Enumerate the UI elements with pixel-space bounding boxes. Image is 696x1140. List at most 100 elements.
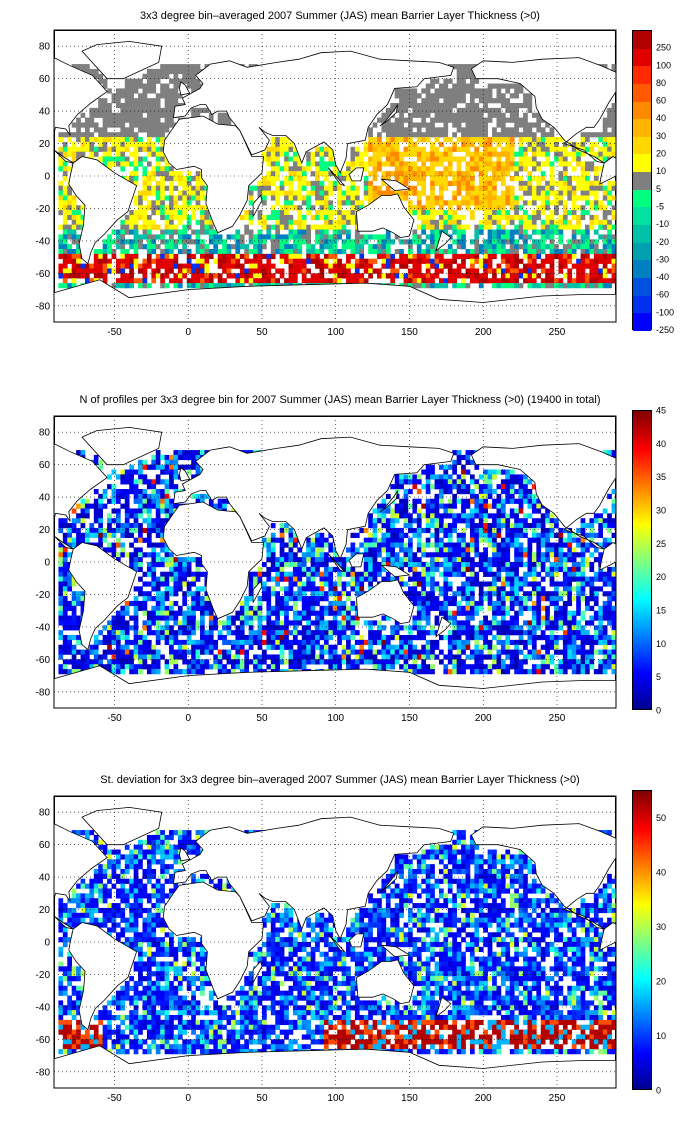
bin-cell [332,547,338,553]
bin-cell [469,523,475,529]
bin-cell [452,103,457,109]
bin-cell [288,229,294,235]
bin-cell [310,552,316,558]
bin-cell [151,103,157,109]
bin-cell [478,518,484,524]
bin-cell [416,591,422,597]
bin-cell [297,253,303,260]
bin-cell [469,479,475,485]
bin-cell [248,214,254,221]
bin-cell [155,200,161,206]
bin-cell [412,253,418,260]
bin-cell [394,503,400,509]
bin-cell [518,234,524,240]
bin-cell [589,278,595,284]
bin-cell [111,112,117,118]
bin-cell [107,137,112,143]
bin-cell [275,214,280,221]
bin-cell [297,249,303,255]
bin-cell [434,195,440,201]
bin-cell [452,523,457,529]
bin-cell [514,268,519,274]
y-tick-label: -80 [36,301,51,312]
bin-cell [430,503,435,509]
bin-cell [434,518,440,524]
bin-cell [461,258,466,264]
bin-cell [177,210,183,216]
bin-cell [496,200,502,206]
bin-cell [483,469,488,475]
bin-cell [58,283,64,289]
bin-cell [129,542,134,548]
bin-cell [527,498,533,504]
bin-cell [580,234,586,240]
bin-cell [505,146,511,152]
bin-cell [67,273,73,279]
bin-cell [492,132,497,138]
bin-cell [270,161,276,167]
bin-cell [160,88,165,94]
bin-cell [58,273,64,279]
bin-cell [266,566,272,573]
bin-cell [93,146,99,152]
bin-cell [447,263,453,269]
bin-cell [438,83,444,89]
bin-cell [142,141,148,148]
bin-cell [430,566,435,573]
bin-cell [195,493,201,500]
bin-cell [540,219,546,225]
bin-cell [301,171,307,177]
bin-cell [500,552,506,558]
bin-cell [160,146,165,152]
bin-cell [421,219,427,225]
bin-cell [496,547,502,553]
bin-cell [598,273,604,279]
bin-cell [456,234,462,240]
bin-cell [487,93,493,99]
bin-cell [359,571,365,577]
bin-cell [354,161,360,167]
bin-cell [434,253,440,260]
bin-cell [142,122,148,128]
bin-cell [62,253,68,260]
bin-cell [84,278,90,284]
bin-cell [514,518,519,524]
bin-cell [359,263,365,269]
bin-cell [540,283,546,289]
bin-cell [138,141,143,148]
bin-cell [222,117,227,123]
bin-cell [447,474,453,480]
bin-cell [84,64,90,70]
bin-cell [478,474,484,480]
bin-cell [500,200,506,206]
bin-cell [390,127,396,133]
bin-cell [363,566,369,573]
bin-cell [536,283,542,289]
bin-cell [155,454,161,461]
bin-cell [279,210,285,216]
bin-cell [306,537,311,543]
bin-cell [487,586,493,592]
bin-cell [284,210,289,216]
bin-cell [607,200,612,206]
bin-cell [111,239,117,245]
bin-cell [421,224,427,230]
bin-cell [421,151,427,157]
bin-cell [102,244,108,250]
bin-cell [469,581,475,587]
colorbar-label: -250 [656,325,674,335]
bin-cell [76,258,81,264]
bin-cell [514,591,519,597]
bin-cell [412,581,418,587]
bin-cell [531,219,537,225]
bin-cell [474,258,480,264]
bin-cell [554,200,559,206]
bin-cell [354,156,360,162]
bin-cell [368,532,373,538]
bin-cell [549,234,555,240]
bin-cell [412,527,418,534]
bin-cell [461,244,466,250]
bin-cell [465,161,471,167]
bin-cell [403,171,409,177]
bin-cell [266,185,272,191]
